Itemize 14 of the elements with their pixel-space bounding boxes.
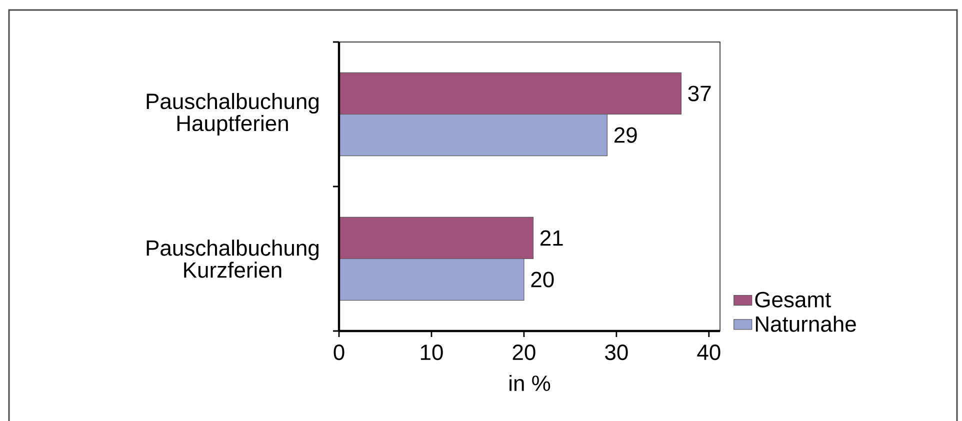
x-tick-label: 30 — [605, 344, 628, 360]
legend-label: Naturnahe — [756, 316, 856, 332]
x-tick-label: 20 — [512, 344, 536, 360]
data-label: 21 — [540, 230, 563, 246]
legend-label: Gesamt — [755, 292, 831, 308]
x-axis-title: in % — [510, 374, 550, 392]
x-tick-label: 40 — [697, 344, 720, 360]
data-label: 20 — [531, 272, 554, 288]
data-label: 37 — [688, 86, 711, 102]
y-tick-label: Pauschalbuchung Hauptferien — [146, 93, 318, 136]
x-tick-label: 0 — [334, 344, 344, 360]
data-label: 29 — [614, 127, 637, 143]
x-tick-label: 10 — [420, 344, 443, 360]
y-tick-label: Pauschalbuchung Kurzferien — [146, 240, 318, 278]
